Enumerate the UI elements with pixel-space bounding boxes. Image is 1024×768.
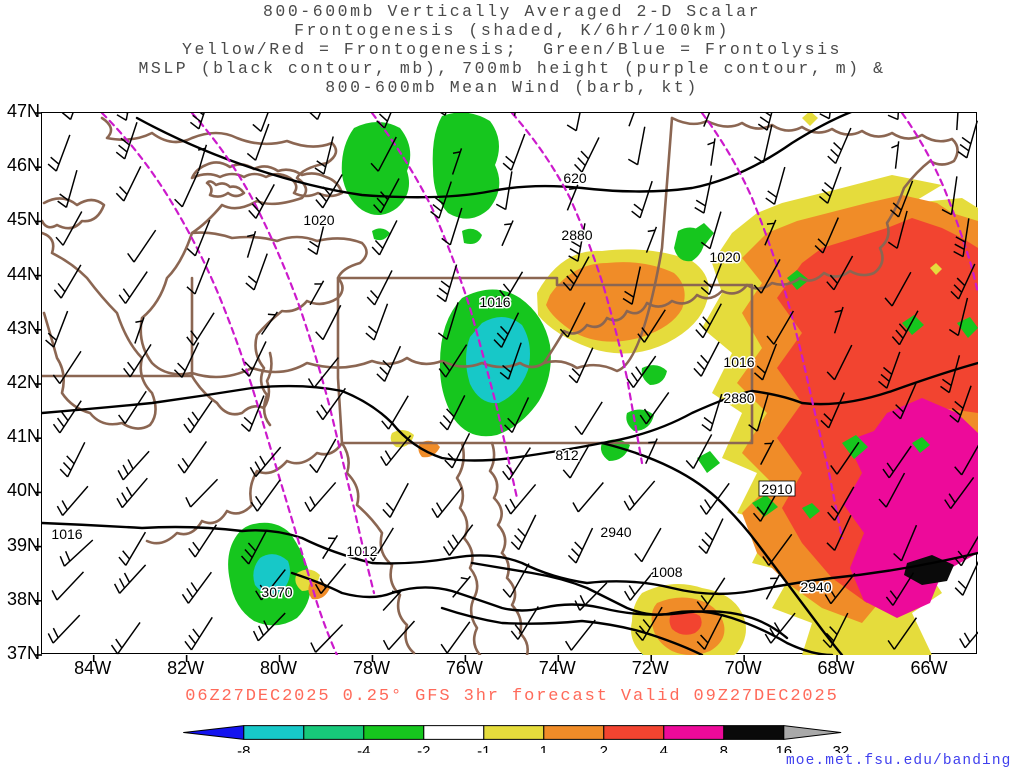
svg-text:-4: -4 [357, 743, 370, 753]
svg-text:1008: 1008 [651, 564, 682, 580]
svg-text:-1: -1 [477, 743, 490, 753]
svg-text:1020: 1020 [303, 212, 334, 228]
svg-text:812: 812 [555, 447, 579, 463]
svg-text:2940: 2940 [600, 524, 631, 540]
svg-text:2940: 2940 [800, 579, 831, 595]
svg-text:2880: 2880 [561, 227, 592, 243]
svg-text:1: 1 [540, 743, 548, 753]
svg-text:1016: 1016 [51, 526, 82, 542]
svg-text:1020: 1020 [709, 249, 740, 265]
svg-text:-8: -8 [237, 743, 250, 753]
svg-text:16: 16 [775, 743, 792, 753]
svg-text:32: 32 [832, 743, 849, 753]
svg-text:3070: 3070 [261, 584, 292, 600]
svg-text:1012: 1012 [346, 543, 377, 559]
svg-text:620: 620 [563, 170, 587, 186]
svg-text:1016: 1016 [723, 354, 754, 370]
svg-text:2880: 2880 [723, 390, 754, 406]
svg-text:1016: 1016 [479, 294, 510, 310]
svg-text:8: 8 [720, 743, 728, 753]
svg-text:2910: 2910 [761, 481, 792, 497]
svg-text:2: 2 [600, 743, 608, 753]
svg-text:4: 4 [660, 743, 668, 753]
svg-text:-2: -2 [417, 743, 430, 753]
